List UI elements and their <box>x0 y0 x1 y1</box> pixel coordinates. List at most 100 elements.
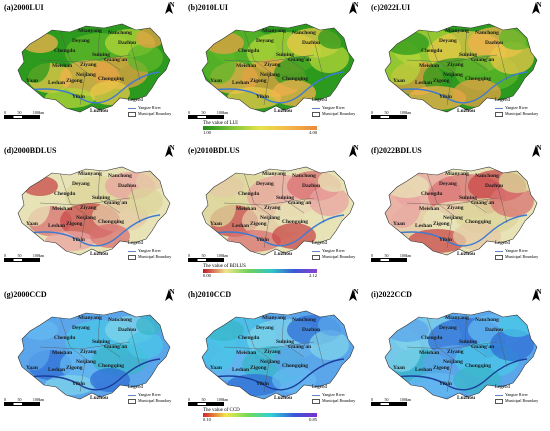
city-label: Luzhou <box>90 395 109 401</box>
city-label: Luzhou <box>90 108 109 114</box>
city-label: Deyang <box>439 38 457 44</box>
city-label: Leshan <box>415 80 433 86</box>
municipal-boundary <box>464 311 488 358</box>
city-label: Zigong <box>66 365 83 371</box>
city-label: Deyang <box>439 181 457 187</box>
city-label: Yaan <box>210 221 222 227</box>
city-label: Nanchong <box>108 317 132 323</box>
city-label: Luzhou <box>274 251 293 257</box>
city-label: Luzhou <box>274 395 293 401</box>
map-svg <box>17 310 171 400</box>
city-label: Leshan <box>48 367 66 373</box>
land-patch <box>309 186 349 216</box>
city-label: Chongqing <box>98 76 124 82</box>
colorbar: The value of BDLUS 0.00 2.12 <box>203 264 317 278</box>
north-arrow-icon: N <box>165 145 179 157</box>
city-label: Neijiang <box>443 215 463 221</box>
city-label: Dazhou <box>302 183 321 189</box>
city-label: Chengdu <box>421 335 443 341</box>
panel-title: (a)2000LUI <box>4 3 44 12</box>
city-label: Mianyang <box>445 171 469 177</box>
map-panel: (i)2022CCD N Mianyang Nanchong Deyang Dazhou C… <box>367 287 550 430</box>
panel-title: (g)2000CCD <box>4 290 47 299</box>
land-patch <box>20 186 50 226</box>
city-label: Nanchong <box>475 30 499 36</box>
city-label: Guang'an <box>104 344 128 350</box>
scale-bar: 0 50 100km <box>188 253 228 262</box>
city-label: Chongqing <box>282 219 308 225</box>
map-legend: Legend Yangtze River Municipal Boundary <box>128 98 172 117</box>
city-label: Mianyang <box>78 171 102 177</box>
city-label: Chongqing <box>282 76 308 82</box>
land-patch <box>127 331 163 359</box>
region-outline <box>17 23 171 113</box>
city-label: Meishan <box>236 206 257 212</box>
municipal-boundary <box>446 74 453 106</box>
land-patch <box>309 330 349 360</box>
land-patch <box>45 88 95 108</box>
city-label: Chengdu <box>421 191 443 197</box>
city-label: Guang'an <box>288 57 312 63</box>
municipal-boundary <box>243 29 275 76</box>
city-label: Luzhou <box>274 108 293 114</box>
map-panel: (a)2000LUI N Mianyang Nanchong Deyang Dazhou C… <box>0 0 183 143</box>
map-svg <box>384 23 538 113</box>
municipal-boundary <box>313 182 325 224</box>
municipal-boundary <box>243 316 275 363</box>
north-arrow-icon: N <box>532 2 546 14</box>
municipal-boundary <box>263 74 270 106</box>
region-outline <box>201 166 355 256</box>
yangtze-river <box>213 214 345 247</box>
land-patch <box>22 33 58 53</box>
municipal-boundary <box>496 39 508 81</box>
city-label: Neijiang <box>260 359 280 365</box>
land-patch <box>22 176 58 196</box>
map-svg <box>201 23 355 113</box>
municipal-boundary <box>79 361 86 393</box>
city-label: Meishan <box>236 63 257 69</box>
city-label: Guang'an <box>471 57 495 63</box>
municipal-boundary <box>39 341 131 350</box>
city-label: Zigong <box>66 78 83 84</box>
city-label: Nanchong <box>108 173 132 179</box>
map-legend: Legend Yangtze River Municipal Boundary <box>495 241 539 260</box>
region-outline <box>201 310 355 400</box>
yangtze-river <box>213 71 345 104</box>
land-patch <box>318 170 350 192</box>
map-legend: Legend Yangtze River Municipal Boundary <box>128 241 172 260</box>
map-panel: (c)2022LUI N Mianyang Nanchong Deyang Dazhou C… <box>367 0 550 143</box>
city-label: Neijiang <box>443 359 463 365</box>
land-patch <box>45 375 95 395</box>
municipal-boundary <box>59 29 91 76</box>
map-legend: Legend Yangtze River Municipal Boundary <box>495 385 539 404</box>
city-label: Ziyang <box>80 205 97 211</box>
city-label: Luzhou <box>90 251 109 257</box>
city-label: Chongqing <box>282 363 308 369</box>
city-label: Luzhou <box>457 251 476 257</box>
land-patch <box>22 320 58 340</box>
yangtze-river <box>396 214 528 247</box>
map-legend: Legend Yangtze River Municipal Boundary <box>312 385 356 404</box>
yangtze-river <box>29 71 161 104</box>
city-label: Zigong <box>433 78 450 84</box>
colorbar: The value of CCD 0.10 0.85 <box>203 408 317 422</box>
municipal-boundary <box>313 326 325 368</box>
city-label: Suining <box>92 195 111 201</box>
land-patch <box>318 314 350 336</box>
city-label: Leshan <box>232 223 250 229</box>
north-arrow-icon: N <box>349 289 363 301</box>
municipal-boundary <box>79 74 86 106</box>
map-panel: (b)2010LUI N Mianyang Nanchong Deyang Dazhou C… <box>184 0 367 143</box>
scale-bar: 0 50 100km <box>371 397 411 406</box>
municipal-boundary <box>426 172 458 219</box>
city-label: Meishan <box>52 63 73 69</box>
municipal-boundary <box>223 54 315 63</box>
municipal-boundary <box>446 361 453 393</box>
city-label: Chengdu <box>54 335 76 341</box>
city-label: Luzhou <box>457 108 476 114</box>
municipal-boundary <box>223 341 315 350</box>
map-svg <box>17 166 171 256</box>
city-label: Deyang <box>256 325 274 331</box>
map-panel: (d)2000BDLUS N Mianyang Nanchong Deyang Dazho… <box>0 143 183 286</box>
scale-bar: 0 50 100km <box>188 397 228 406</box>
